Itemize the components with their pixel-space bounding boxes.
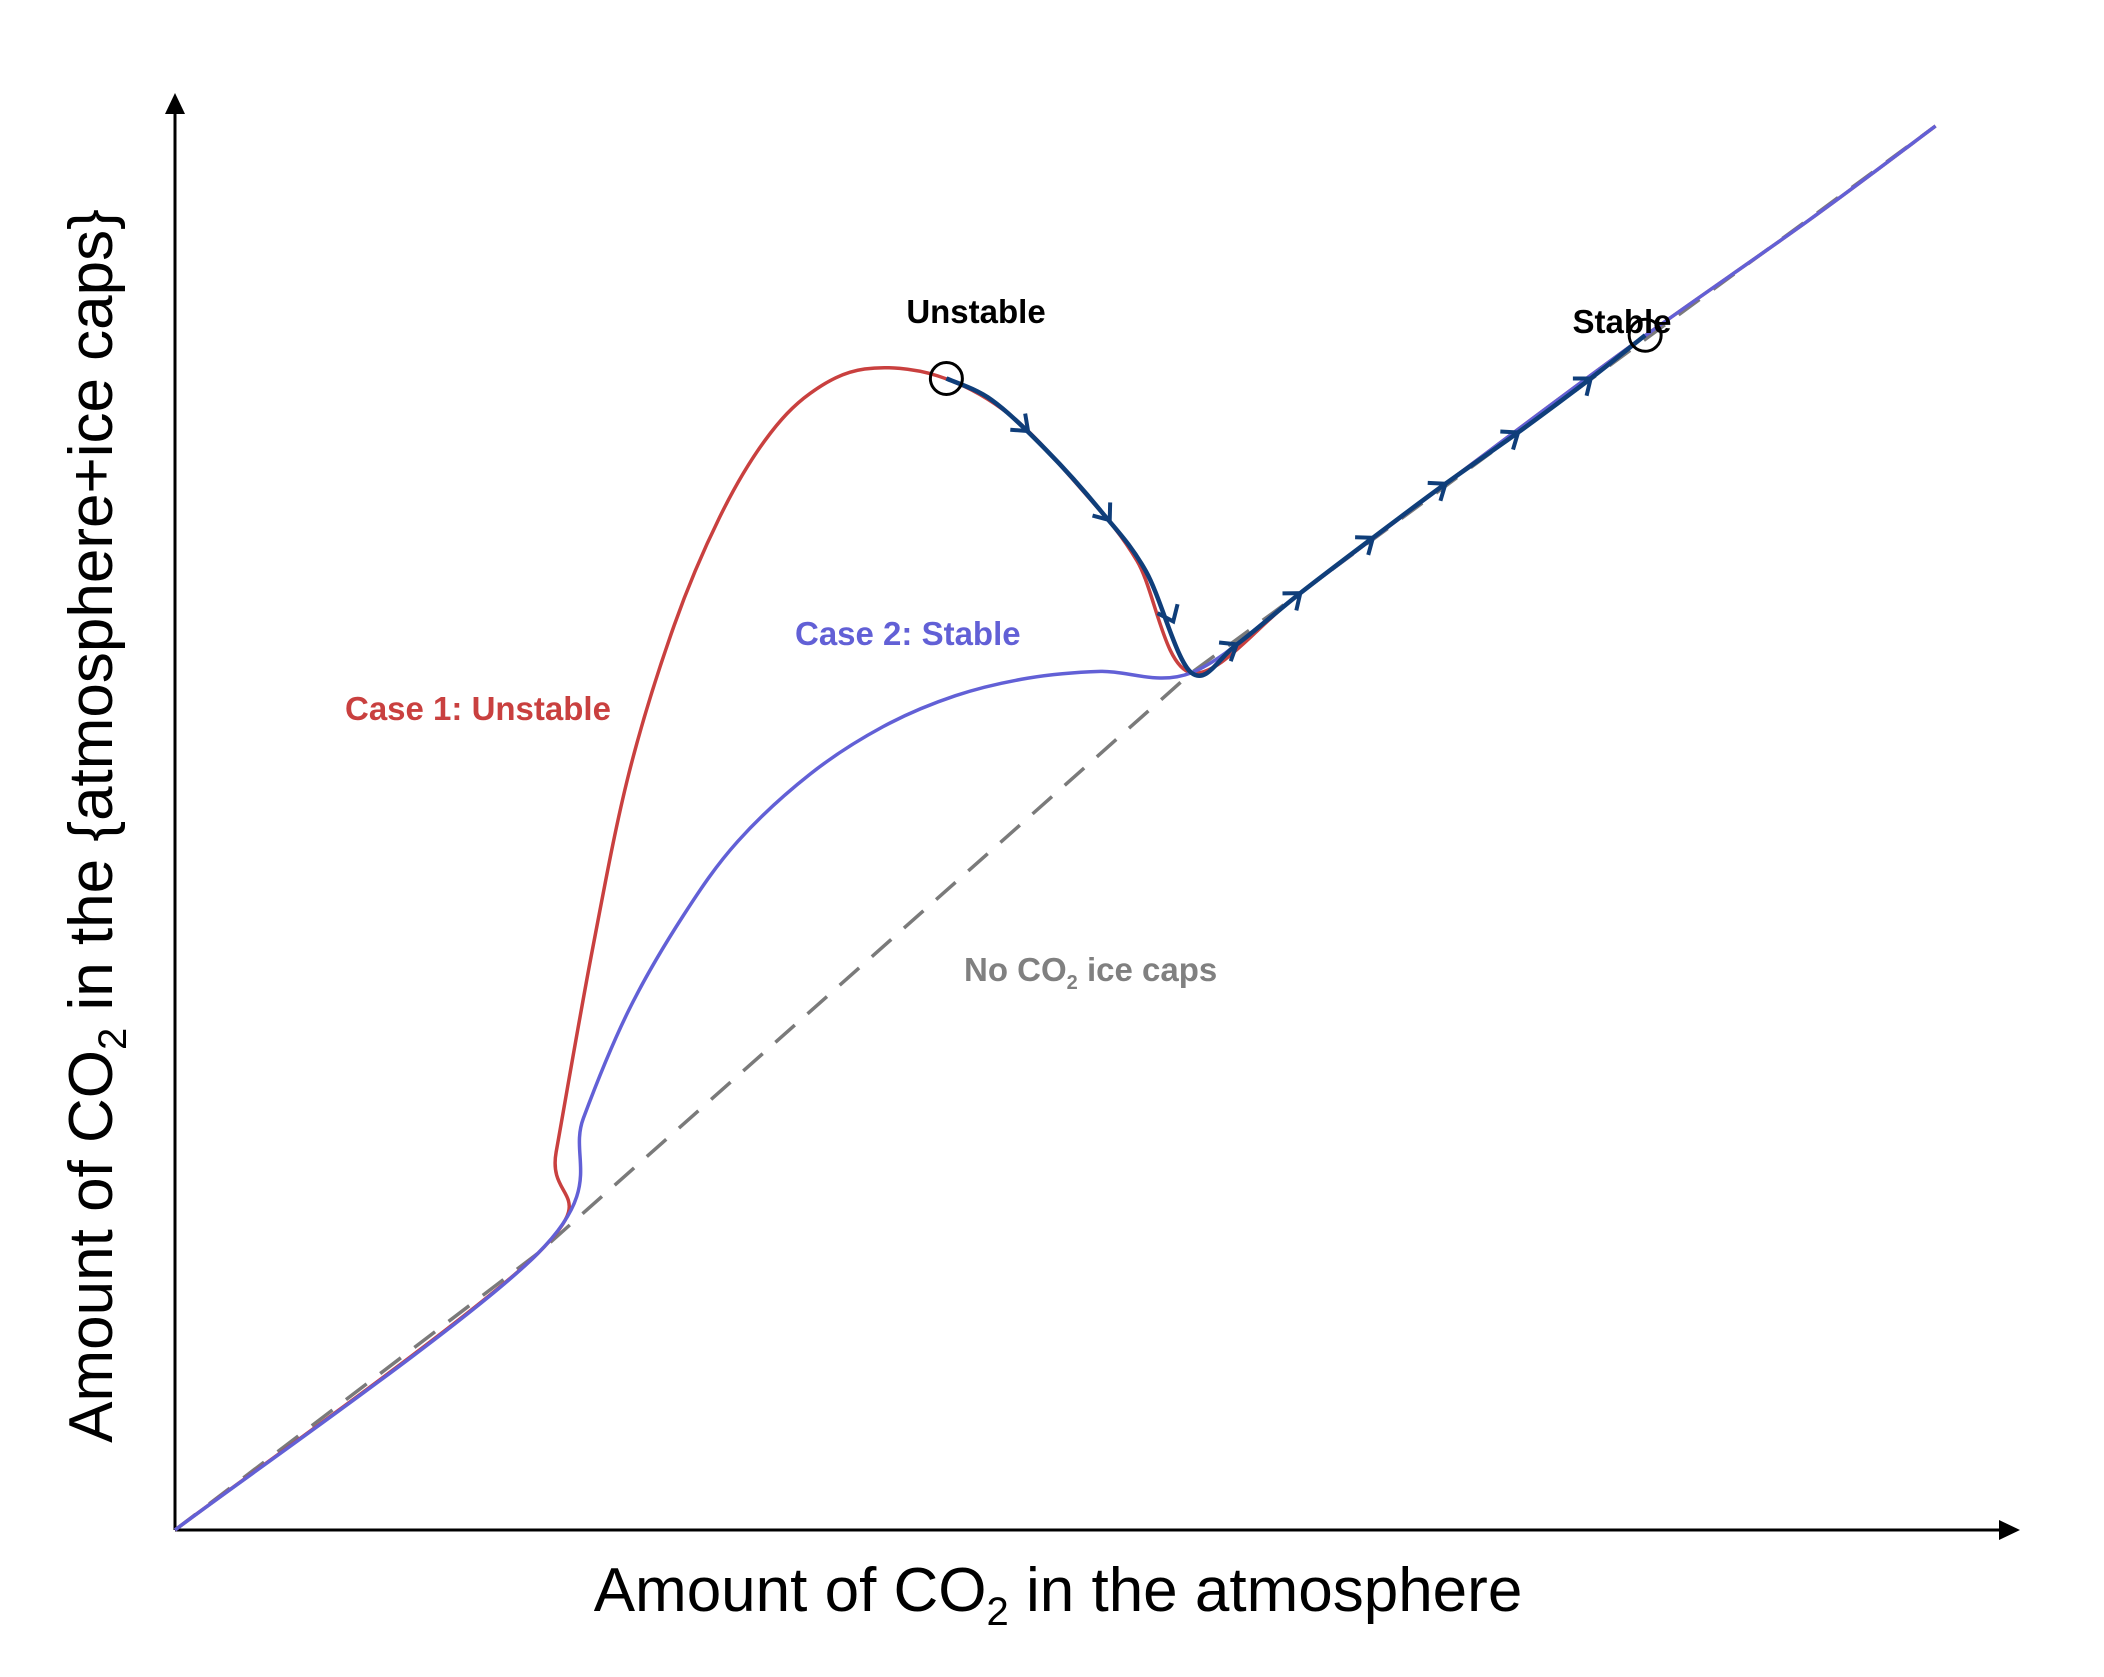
stable-point-label: Stable: [1572, 303, 1671, 340]
trajectory-arrows: [1010, 376, 1594, 662]
trajectory-arrow-4: [1282, 591, 1303, 611]
x-axis-title-pre: Amount of CO: [594, 1556, 987, 1625]
y-axis-title-pre: Amount of CO: [57, 1050, 126, 1443]
x-axis-arrowhead: [1999, 1520, 2020, 1540]
unstable-point-label: Unstable: [906, 293, 1045, 330]
series-line-no-co2-ice-caps: [173, 124, 1937, 1532]
stable-point-marker: [1627, 317, 1663, 353]
trajectory-arrow-7: [1500, 429, 1521, 451]
trajectory-arrow-8: [1572, 376, 1594, 397]
y-axis-arrowhead: [165, 93, 185, 114]
x-axis-title-post: in the atmosphere: [1009, 1556, 1523, 1625]
y-axis-title: Amount of CO2 in the {atmosphere+ice cap…: [57, 209, 135, 1443]
series-line-trajectory: [945, 333, 1647, 678]
x-axis-title-sub: 2: [987, 1590, 1009, 1634]
x-axis-title: Amount of CO2 in the atmosphere: [594, 1556, 1523, 1634]
trajectory-arrow-0: [1010, 413, 1031, 434]
trajectory-arrow-6: [1427, 480, 1449, 502]
unstable-point-marker: [928, 360, 964, 396]
trajectory-arrow-1: [1092, 502, 1113, 523]
no-co2-ice-caps-label: No CO2 ice caps: [964, 951, 1217, 994]
case-1-unstable-label: Case 1: Unstable: [345, 690, 611, 727]
trajectory-arrow-3: [1218, 640, 1240, 662]
trajectory-arrow-2: [1156, 603, 1180, 625]
case-2-stable-label: Case 2: Stable: [795, 615, 1021, 652]
series-line-case-2-stable: [173, 124, 1937, 1532]
y-axis-title-post: in the {atmosphere+ice caps}: [57, 209, 126, 1028]
no-co2-label-sub: 2: [1067, 972, 1078, 994]
y-axis-title-sub: 2: [91, 1028, 135, 1050]
no-co2-label-post: ice caps: [1078, 951, 1217, 988]
no-co2-label-pre: No CO: [964, 951, 1067, 988]
trajectory-arrow-5: [1355, 535, 1376, 556]
